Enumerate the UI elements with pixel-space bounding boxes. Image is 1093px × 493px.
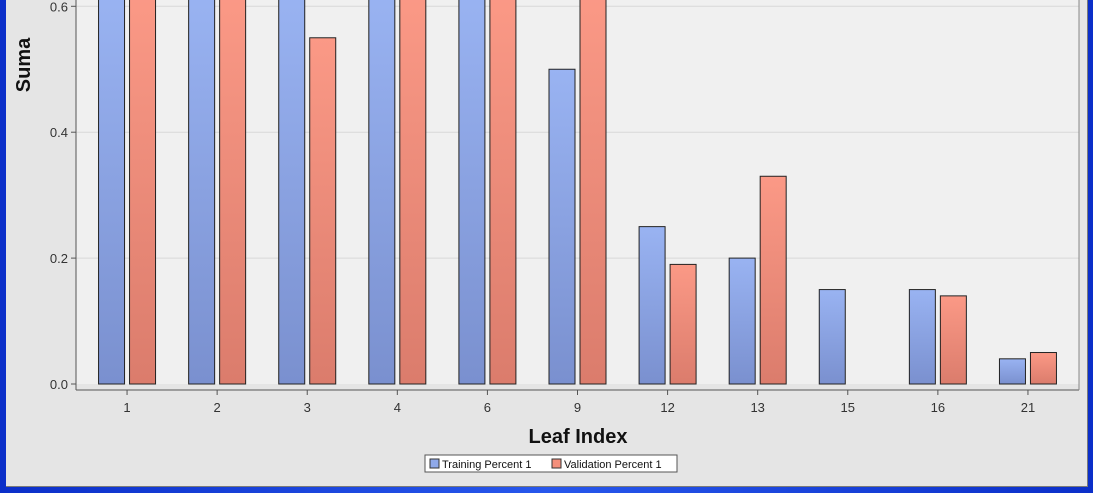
bar-validation-2 <box>219 0 247 385</box>
x-tick-label: 15 <box>841 400 855 415</box>
bar-training-12 <box>638 226 666 385</box>
x-axis-title: Leaf Index <box>529 426 628 448</box>
bar-training-6 <box>458 0 486 385</box>
legend: Training Percent 1 Validation Percent 1 <box>424 454 678 473</box>
legend-box <box>424 454 678 473</box>
bar-chart: 0.00.20.40.6 1 2 3 4 6 9 12 13 15 16 21 Suma Leaf … <box>13 0 1080 473</box>
bar-training-2 <box>188 0 216 385</box>
bar-training-16 <box>908 289 936 385</box>
x-tick-label: 6 <box>484 400 491 415</box>
x-tick-label: 4 <box>394 400 401 415</box>
bar-training-21 <box>998 358 1026 385</box>
x-tick-label: 13 <box>750 400 764 415</box>
x-ticks: 1 2 3 4 6 9 12 13 15 16 21 <box>123 390 1035 415</box>
legend-swatch-training <box>429 458 440 469</box>
bar-validation-9 <box>579 0 607 385</box>
x-tick-label: 9 <box>574 400 581 415</box>
bar-validation-1 <box>129 0 157 385</box>
x-tick-label: 12 <box>660 400 674 415</box>
legend-swatch-validation <box>551 458 562 469</box>
bar-validation-3 <box>309 37 337 385</box>
x-tick-label: 2 <box>214 400 221 415</box>
y-tick-label: 0.6 <box>50 0 68 14</box>
x-tick-label: 1 <box>123 400 130 415</box>
bar-training-9 <box>548 68 576 385</box>
legend-label-training: Training Percent 1 <box>442 459 531 471</box>
bar-training-1 <box>98 0 126 385</box>
x-tick-label: 16 <box>931 400 945 415</box>
y-tick-label: 0.2 <box>50 251 68 266</box>
y-ticks: 0.0 0.2 0.4 0.6 <box>50 0 76 392</box>
y-tick-label: 0.0 <box>50 377 68 392</box>
bars <box>98 0 1057 385</box>
y-tick-label: 0.4 <box>50 125 68 140</box>
x-tick-label: 3 <box>304 400 311 415</box>
legend-label-validation: Validation Percent 1 <box>564 459 662 471</box>
bar-validation-4 <box>399 0 427 385</box>
bar-validation-12 <box>669 263 697 385</box>
bar-validation-13 <box>759 175 787 385</box>
x-tick-label: 21 <box>1021 400 1035 415</box>
bar-validation-16 <box>939 295 967 385</box>
y-axis-title: Suma <box>13 37 35 92</box>
bar-validation-21 <box>1029 352 1057 385</box>
bar-training-4 <box>368 0 396 385</box>
bar-training-3 <box>278 0 306 385</box>
bar-training-15 <box>818 289 846 385</box>
bar-training-13 <box>728 257 756 385</box>
chart-panel: 0.0 0.2 0.4 0.6 1 2 3 4 6 9 12 13 15 16 21 Suma Leaf … <box>6 0 1088 487</box>
bar-validation-6 <box>489 0 517 385</box>
